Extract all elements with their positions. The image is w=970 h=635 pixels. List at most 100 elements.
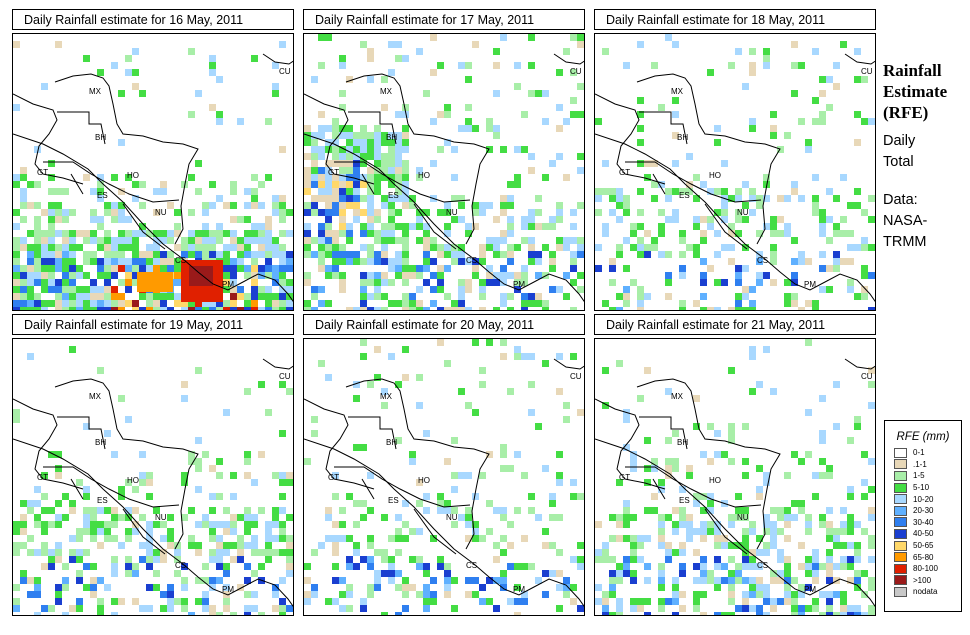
- rain-cell: [69, 272, 76, 279]
- rain-cell: [346, 146, 353, 153]
- rain-cell: [493, 244, 500, 251]
- rain-cell: [167, 514, 174, 521]
- rain-cell: [265, 535, 272, 542]
- rain-cell: [528, 244, 535, 251]
- rain-cell: [402, 251, 409, 258]
- side-data-line: NASA-: [883, 213, 928, 229]
- rain-cell: [27, 500, 34, 507]
- rain-cell: [630, 556, 637, 563]
- rain-cell: [304, 272, 311, 279]
- rain-cell: [230, 258, 237, 265]
- rain-cell: [528, 251, 535, 258]
- rain-cell: [325, 507, 332, 514]
- rain-cell: [244, 507, 251, 514]
- rain-cell: [416, 223, 423, 230]
- rain-cell: [318, 230, 325, 237]
- rain-cell: [27, 293, 34, 300]
- rain-cell: [602, 542, 609, 549]
- rain-cell: [325, 125, 332, 132]
- rain-cell: [55, 251, 62, 258]
- rain-cell: [332, 272, 339, 279]
- rain-cell: [577, 493, 584, 500]
- rain-cell: [272, 272, 279, 279]
- rain-cell: [41, 209, 48, 216]
- rain-cell: [104, 286, 111, 293]
- rain-cell: [735, 293, 742, 300]
- rain-cell: [700, 237, 707, 244]
- rain-cell: [728, 458, 735, 465]
- rain-cell: [402, 139, 409, 146]
- rain-cell: [62, 577, 69, 584]
- rain-cell: [402, 146, 409, 153]
- rain-cell: [311, 430, 318, 437]
- rain-cell: [230, 202, 237, 209]
- rain-cell: [20, 542, 27, 549]
- rain-cell: [521, 237, 528, 244]
- rain-cell: [658, 223, 665, 230]
- rain-cell: [304, 202, 311, 209]
- rain-cell: [798, 591, 805, 598]
- rain-cell: [570, 237, 577, 244]
- rain-cell: [104, 202, 111, 209]
- rain-cell: [847, 577, 854, 584]
- rain-cell: [514, 598, 521, 605]
- rain-cell: [402, 591, 409, 598]
- rain-cell: [402, 167, 409, 174]
- rain-cell: [416, 286, 423, 293]
- rain-cell: [805, 409, 812, 416]
- rain-cell: [630, 230, 637, 237]
- rain-cell: [48, 286, 55, 293]
- rain-cell: [55, 41, 62, 48]
- rain-cell: [265, 272, 272, 279]
- rain-cell: [244, 563, 251, 570]
- rain-cell: [20, 244, 27, 251]
- rain-cell: [251, 223, 258, 230]
- rain-cell: [174, 223, 181, 230]
- rain-cell: [216, 223, 223, 230]
- rain-cell: [139, 556, 146, 563]
- rain-cell: [833, 528, 840, 535]
- rain-cell: [339, 258, 346, 265]
- rain-cell: [69, 209, 76, 216]
- rain-cell: [693, 223, 700, 230]
- legend-title: RFE (mm): [896, 431, 950, 443]
- rain-cell: [819, 265, 826, 272]
- rain-cell: [388, 265, 395, 272]
- rain-cell: [167, 293, 174, 300]
- rain-cell: [549, 216, 556, 223]
- rain-cell: [318, 167, 325, 174]
- rain-cell: [472, 209, 479, 216]
- rain-cell: [416, 591, 423, 598]
- rain-cell: [875, 500, 876, 507]
- rain-cell: [279, 300, 286, 307]
- map-boundary-line: [43, 416, 180, 555]
- rain-cell: [216, 493, 223, 500]
- rain-cell: [216, 230, 223, 237]
- rain-cell: [637, 97, 644, 104]
- rain-cell: [700, 535, 707, 542]
- rain-cell: [833, 265, 840, 272]
- rain-cell: [616, 188, 623, 195]
- rain-cell: [493, 251, 500, 258]
- rain-cell: [13, 265, 20, 272]
- rain-cell: [479, 202, 486, 209]
- rain-cell: [34, 251, 41, 258]
- rain-cell: [367, 153, 374, 160]
- rain-cell: [770, 230, 777, 237]
- rain-cell: [83, 55, 90, 62]
- rain-cell: [339, 62, 346, 69]
- rain-cell: [472, 125, 479, 132]
- rain-cell: [535, 209, 542, 216]
- rain-cell: [791, 598, 798, 605]
- rain-cell: [76, 293, 83, 300]
- rain-cell: [791, 577, 798, 584]
- rain-cell: [728, 591, 735, 598]
- rain-cell: [272, 62, 279, 69]
- rain-cell: [479, 535, 486, 542]
- rain-cell: [472, 409, 479, 416]
- rain-cell: [409, 300, 416, 307]
- rain-cell: [437, 556, 444, 563]
- rain-cell: [486, 598, 493, 605]
- rain-cell: [216, 612, 223, 615]
- rain-cell: [237, 542, 244, 549]
